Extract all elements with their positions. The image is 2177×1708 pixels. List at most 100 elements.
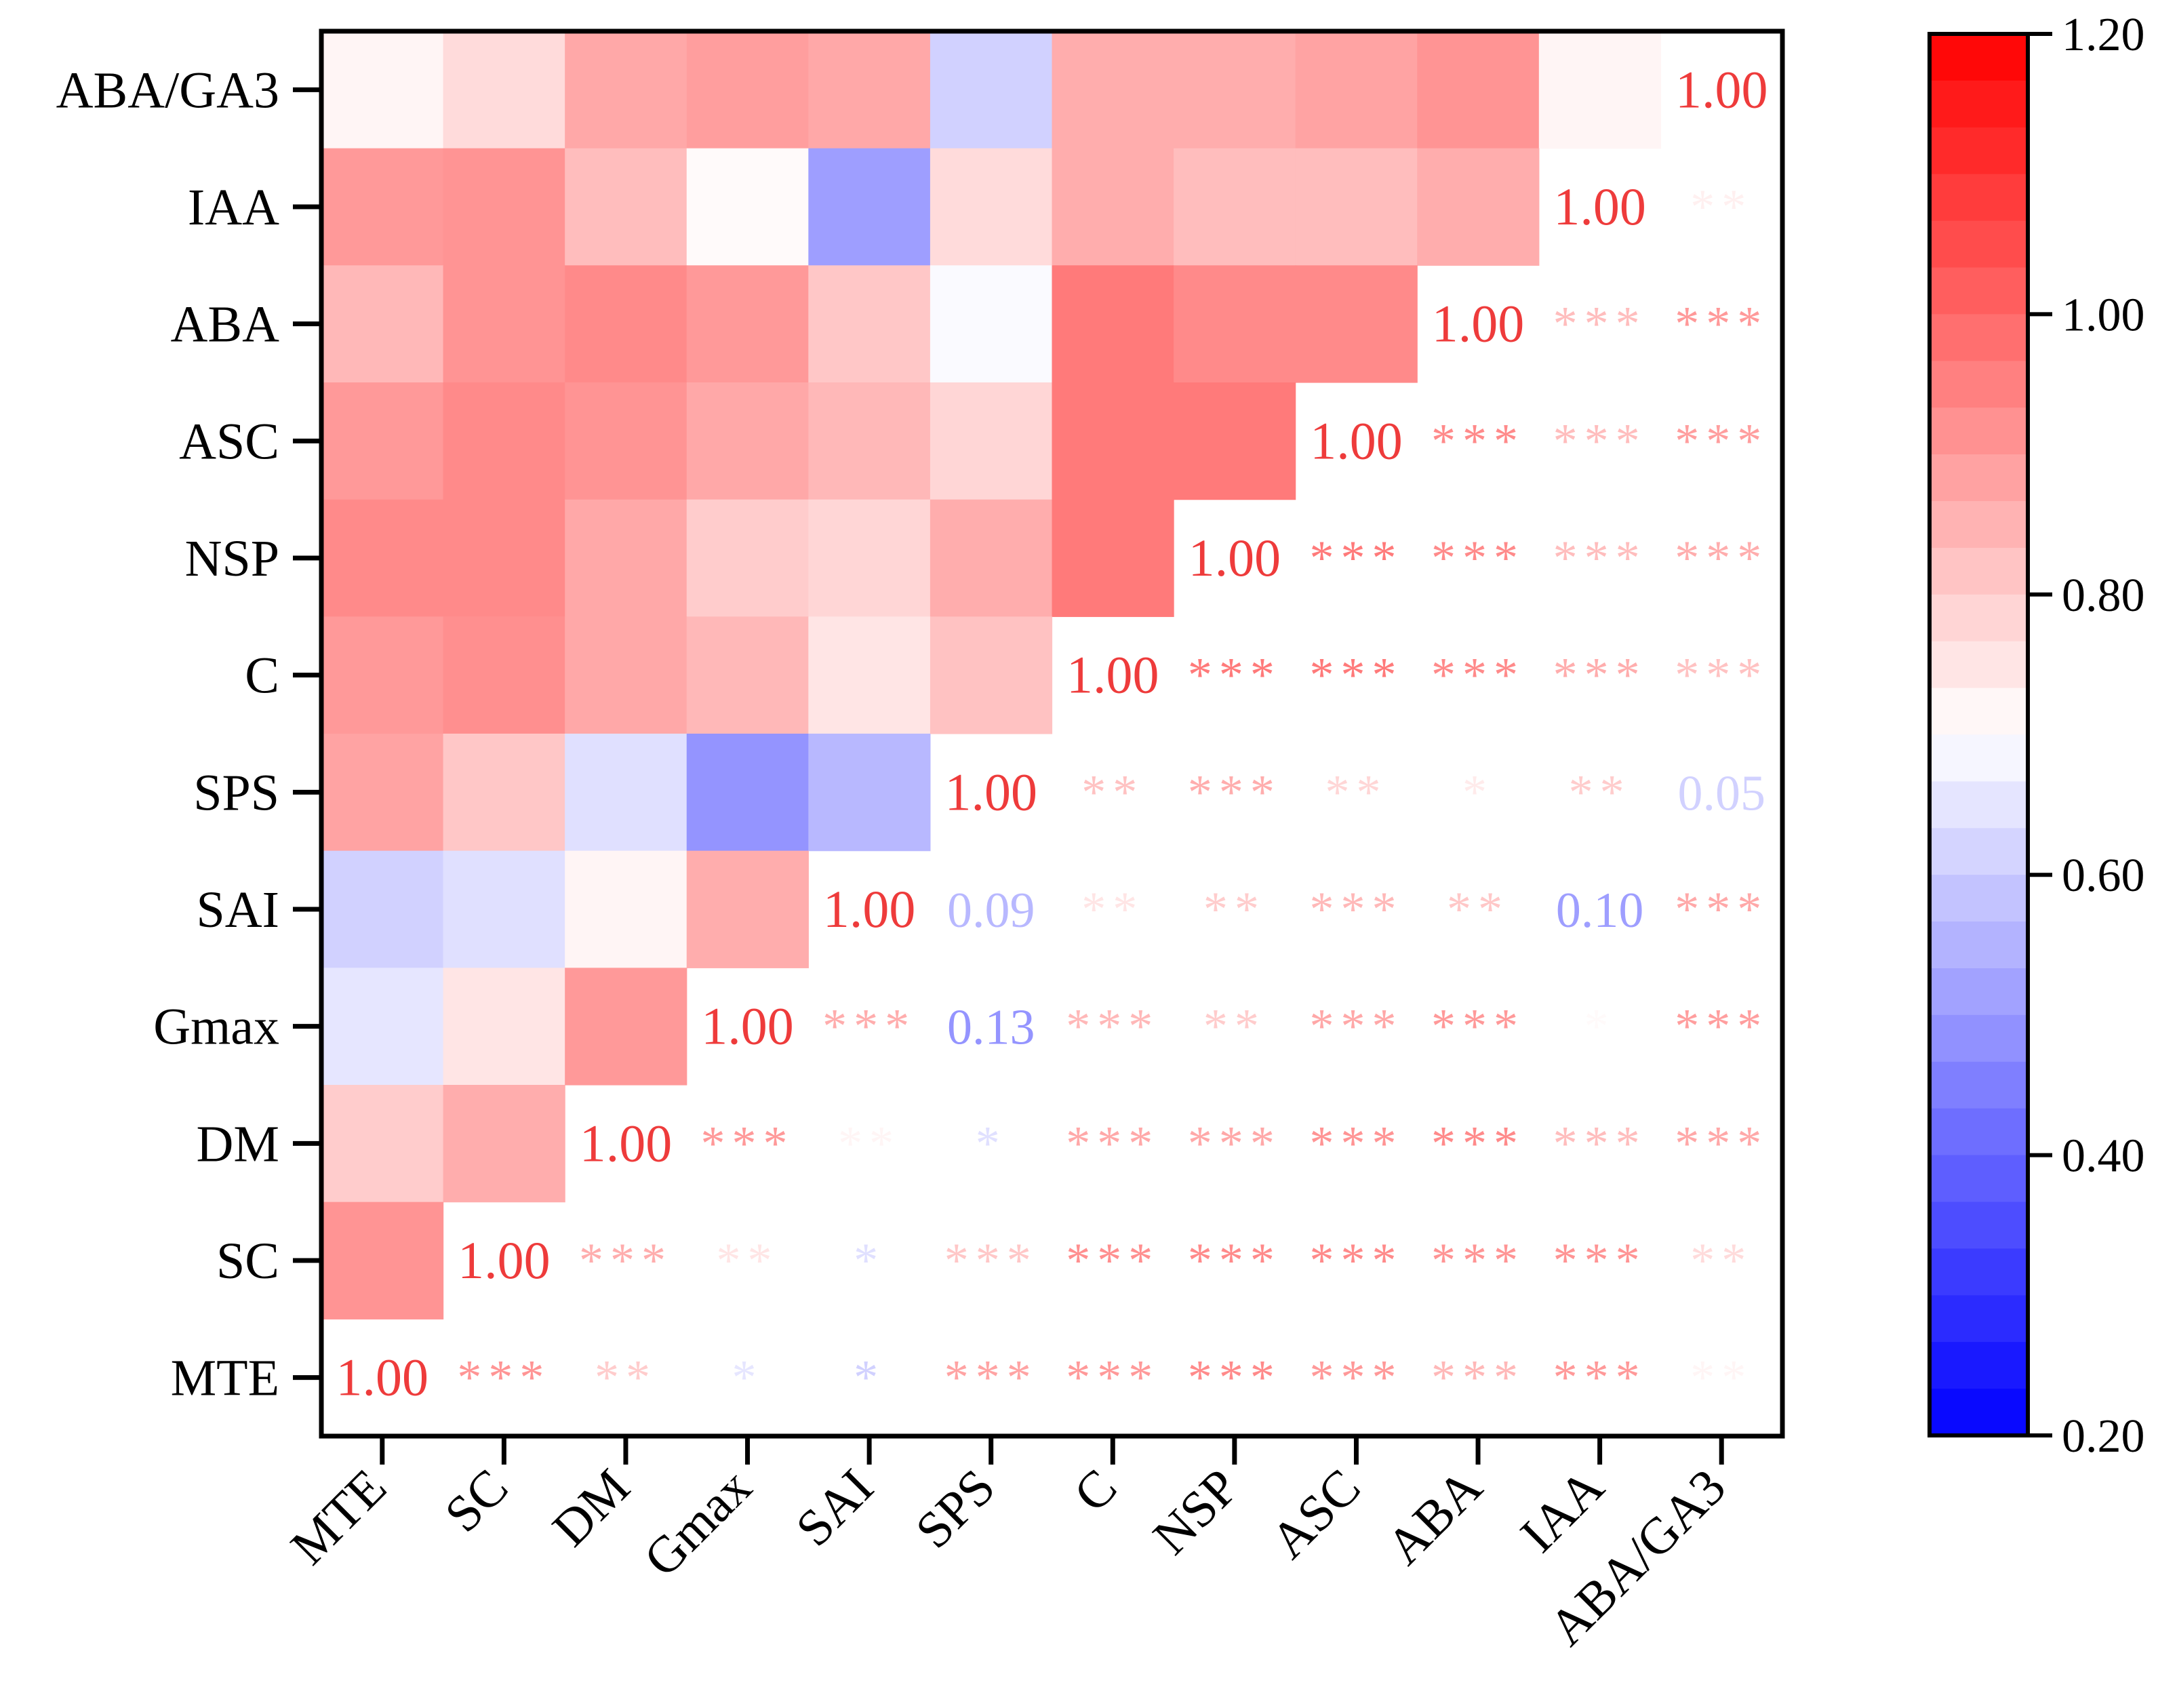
colorbar-segment <box>1930 547 2028 595</box>
y-tick-label-MTE: MTE <box>171 1350 279 1407</box>
heatmap-cell-ABA-MTE <box>321 265 444 383</box>
significance-label-MTE-Gmax: * <box>732 1351 763 1405</box>
plot-frame <box>319 28 1785 1439</box>
y-tick-label-Gmax: Gmax <box>153 999 279 1056</box>
significance-label-SC-ASC: *** <box>1309 1233 1403 1288</box>
heatmap-cell-C-SPS <box>930 616 1053 734</box>
x-tick-label-NSP: NSP <box>1142 1458 1250 1566</box>
diagonal-label-ABA: 1.00 <box>1432 294 1525 353</box>
significance-label-SC-Gmax: ** <box>717 1233 779 1288</box>
significance-label-Gmax-C: *** <box>1066 999 1159 1054</box>
heatmap-cell-DM-SC <box>443 1085 565 1203</box>
significance-label-C-ABA: *** <box>1431 648 1525 702</box>
heatmap-cell-NSP-SC <box>443 499 565 617</box>
significance-label-SC-DM: *** <box>579 1233 673 1288</box>
colorbar-segment <box>1930 734 2028 782</box>
heatmap-cell-DM-MTE <box>321 1085 444 1203</box>
significance-label-DM-IAA: *** <box>1553 1116 1647 1170</box>
heatmap-cell-IAA-SC <box>443 148 565 266</box>
heatmap-cell-ABA/GA3-SC <box>443 31 565 149</box>
heatmap-cell-C-MTE <box>321 616 444 734</box>
colorbar-tick-label: 0.40 <box>2062 1130 2145 1183</box>
x-tick-label-C: C <box>1063 1458 1127 1523</box>
significance-label-SAI-ASC: *** <box>1309 882 1403 936</box>
significance-label-ABA-ABA/GA3: *** <box>1675 297 1768 351</box>
significance-label-Gmax-IAA: * <box>1584 999 1616 1054</box>
diagonal-label-SPS: 1.00 <box>944 762 1037 821</box>
significance-label-Gmax-SPS: 0.13 <box>947 1000 1035 1056</box>
heatmap-cell-ABA/GA3-ASC <box>1295 31 1418 149</box>
heatmap-cell-C-Gmax <box>686 616 809 734</box>
heatmap-cell-SPS-SC <box>443 734 565 852</box>
x-tick-label-SAI: SAI <box>785 1458 884 1557</box>
colorbar-segment <box>1930 34 2028 81</box>
heatmap-cell-IAA-NSP <box>1174 148 1296 266</box>
colorbar-segment <box>1930 127 2028 175</box>
colorbar-tick-label: 0.60 <box>2062 850 2145 902</box>
diagonal-label-C: 1.00 <box>1066 646 1159 704</box>
significance-label-SC-SAI: * <box>854 1233 885 1288</box>
significance-label-SPS-ABA/GA3: 0.05 <box>1677 766 1765 821</box>
significance-label-Gmax-SAI: *** <box>822 999 916 1054</box>
heatmap-cell-NSP-SPS <box>930 499 1053 617</box>
heatmap-cell-ASC-MTE <box>321 382 444 500</box>
colorbar-segment <box>1930 1342 2028 1389</box>
significance-label-DM-Gmax: *** <box>701 1116 795 1170</box>
heatmap-cell-ABA/GA3-NSP <box>1174 31 1296 149</box>
diagonal-label-Gmax: 1.00 <box>701 997 794 1056</box>
y-axis: ABA/GA3 IAA ABA ASC NSP C SPS SAI Gmax DM SC MTE <box>56 62 321 1407</box>
heatmap-cell-C-SC <box>443 616 565 734</box>
heatmap-cell-ABA/GA3-DM <box>565 31 687 149</box>
significance-label-DM-C: *** <box>1066 1116 1159 1170</box>
x-tick-label-ASC: ASC <box>1260 1458 1372 1570</box>
heatmap-cell-IAA-MTE <box>321 148 444 266</box>
colorbar-segment <box>1930 594 2028 642</box>
significance-label-SC-IAA: *** <box>1553 1233 1647 1288</box>
colorbar-tick-label: 1.00 <box>2062 289 2145 341</box>
diagonal-label-DM: 1.00 <box>580 1113 673 1172</box>
colorbar-segment <box>1930 688 2028 736</box>
significance-label-Gmax-NSP: ** <box>1203 999 1266 1054</box>
heatmap-cell-ASC-SAI <box>808 382 931 500</box>
colorbar: 0.20 0.40 0.60 0.80 1.00 1.20 <box>1928 9 2145 1463</box>
colorbar-segment <box>1930 1014 2028 1062</box>
heatmap-cell-ASC-Gmax <box>686 382 809 500</box>
colorbar-segment <box>1930 314 2028 361</box>
x-tick-label-MTE: MTE <box>280 1458 397 1576</box>
significance-label-MTE-NSP: *** <box>1188 1351 1281 1405</box>
significance-label-SC-C: *** <box>1066 1233 1159 1288</box>
significance-label-NSP-ABA: *** <box>1431 531 1525 585</box>
colorbar-segment <box>1930 220 2028 269</box>
significance-label-SPS-C: ** <box>1081 765 1144 819</box>
significance-label-SPS-ASC: ** <box>1325 765 1387 819</box>
significance-label-NSP-IAA: *** <box>1553 531 1647 585</box>
colorbar-tick-label: 0.20 <box>2062 1410 2145 1463</box>
colorbar-segment <box>1930 1295 2028 1343</box>
significance-label-C-NSP: *** <box>1188 648 1281 702</box>
significance-label-SPS-NSP: *** <box>1188 765 1281 819</box>
heatmap-cell-SAI-SC <box>443 850 565 968</box>
diagonal-label-MTE: 1.00 <box>336 1348 429 1407</box>
heatmap-cell-SPS-SAI <box>808 734 931 852</box>
heatmap-cell-NSP-Gmax <box>686 499 809 617</box>
y-tick-label-SC: SC <box>216 1233 279 1290</box>
colorbar-tick-label: 0.80 <box>2062 570 2145 622</box>
heatmap-cell-ABA-C <box>1052 265 1174 383</box>
heatmap-cell-IAA-C <box>1052 148 1174 266</box>
diagonal-label-ASC: 1.00 <box>1310 411 1403 470</box>
x-tick-label-SPS: SPS <box>905 1458 1006 1560</box>
significance-label-ABA-IAA: *** <box>1553 297 1647 351</box>
significance-label-DM-SPS: * <box>976 1116 1007 1170</box>
heatmap-cell-C-DM <box>565 616 687 734</box>
colorbar-segment <box>1930 828 2028 875</box>
x-tick-label-Gmax: Gmax <box>633 1458 763 1588</box>
x-tick-label-DM: DM <box>542 1458 641 1557</box>
heatmap-cell-C-SAI <box>808 616 931 734</box>
heatmap-cell-ABA/GA3-Gmax <box>686 31 809 149</box>
colorbar-segment <box>1930 80 2028 128</box>
colorbar-segment <box>1930 968 2028 1016</box>
heatmap-cell-NSP-DM <box>565 499 687 617</box>
significance-label-NSP-ABA/GA3: *** <box>1675 531 1768 585</box>
heatmap-cell-ABA-Gmax <box>686 265 809 383</box>
significance-label-MTE-ABA: *** <box>1431 1351 1525 1405</box>
